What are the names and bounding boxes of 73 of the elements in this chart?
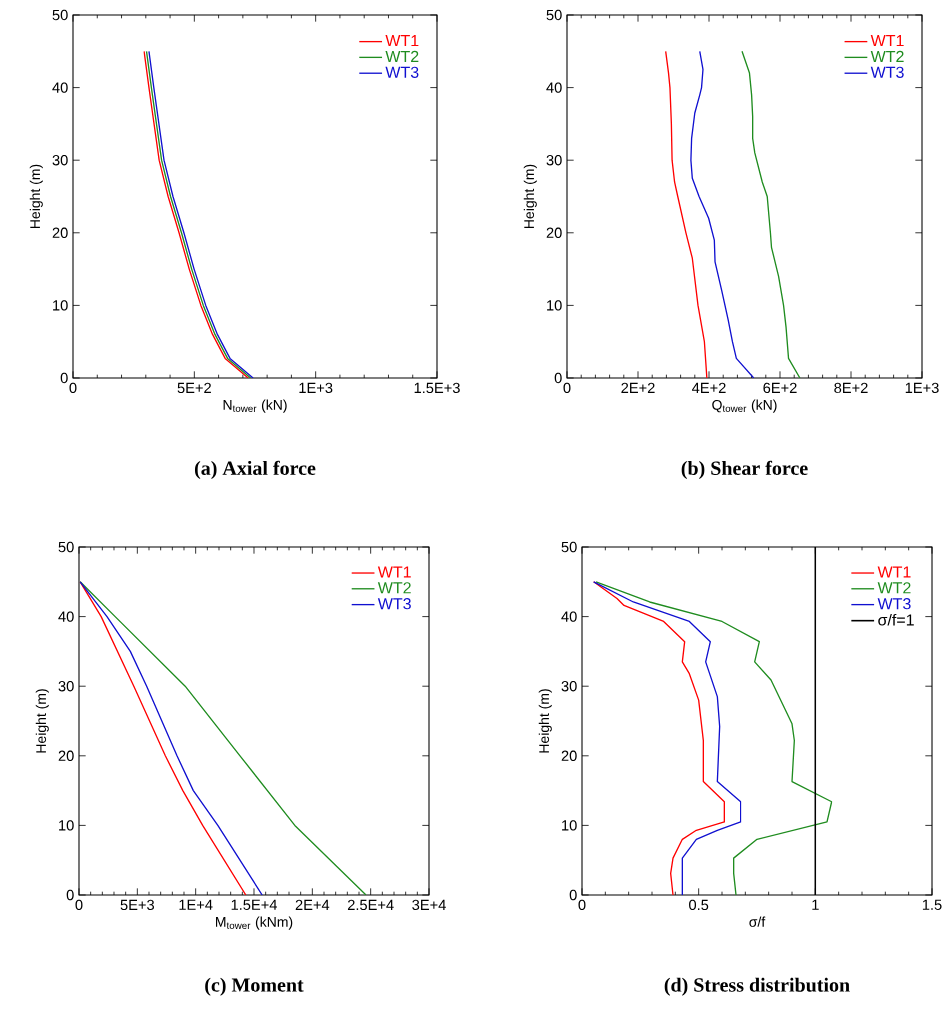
x-tick-label: 4E+2 bbox=[692, 382, 726, 393]
y-axis-title: Height (m) bbox=[29, 164, 43, 229]
y-tick-label: 0 bbox=[554, 372, 562, 384]
y-tick-label: 30 bbox=[58, 681, 74, 692]
y-tick-label: 50 bbox=[58, 541, 74, 553]
line-series bbox=[690, 50, 755, 378]
legend-label: WT1 bbox=[870, 35, 904, 47]
x-axis-title: M$_{tower}$ (kNm) bbox=[216, 916, 293, 930]
text: (b) Shear force bbox=[681, 460, 808, 480]
x-axis-title: N$_{tower}$ (kN) bbox=[223, 399, 287, 413]
legend-label: WT3 bbox=[377, 598, 411, 610]
line-series bbox=[79, 581, 367, 895]
x-tick-label: 2E+4 bbox=[295, 899, 330, 910]
legend-label: WT3 bbox=[870, 66, 904, 78]
y-axis-title: Height (m) bbox=[35, 689, 49, 753]
y-tick-label: 20 bbox=[546, 227, 562, 238]
x-tick-label: 0.5 bbox=[689, 899, 709, 911]
y-tick-label: 30 bbox=[52, 155, 68, 166]
legend-label: WT2 bbox=[870, 50, 904, 62]
y-tick-label: 0 bbox=[569, 889, 577, 901]
x-tick-label: 2.5E+4 bbox=[347, 899, 394, 911]
y-tick-label: 20 bbox=[58, 750, 74, 761]
x-tick-label: 5E+3 bbox=[120, 899, 155, 911]
x-tick-label: 2E+2 bbox=[621, 382, 655, 393]
legend-label: WT3 bbox=[877, 598, 911, 610]
legend-label: WT1 bbox=[377, 566, 411, 578]
x-tick-label: 0 bbox=[578, 899, 586, 911]
y-tick-label: 20 bbox=[52, 227, 68, 238]
legend-label: WT2 bbox=[377, 582, 411, 594]
x-tick-label: 6E+2 bbox=[763, 382, 797, 394]
x-tick-label: 1 bbox=[812, 899, 819, 910]
x-tick-label: 1.5 bbox=[922, 899, 942, 910]
y-tick-label: 50 bbox=[546, 9, 562, 21]
y-axis-title: Height (m) bbox=[523, 164, 537, 229]
ref-line-label: σ/f=1 bbox=[878, 613, 914, 626]
x-tick-label: 3E+4 bbox=[412, 899, 446, 911]
x-tick-label: 0 bbox=[75, 899, 83, 911]
y-tick-label: 10 bbox=[547, 300, 562, 311]
y-tick-label: 0 bbox=[60, 372, 68, 384]
text: (a) Axial force bbox=[194, 460, 316, 480]
text: (d) Stress distribution bbox=[664, 977, 850, 996]
x-axis-title: Q$_{tower}$ (kN) bbox=[712, 399, 777, 413]
x-tick-label: 1E+3 bbox=[905, 382, 939, 394]
y-tick-label: 40 bbox=[561, 611, 577, 622]
line-series bbox=[741, 50, 801, 378]
y-tick-label: 30 bbox=[561, 681, 577, 692]
y-tick-label: 40 bbox=[58, 611, 74, 622]
legend-label: WT1 bbox=[877, 566, 911, 578]
legend-label: WT3 bbox=[385, 66, 419, 78]
legend-label: WT2 bbox=[877, 582, 911, 594]
line-series bbox=[665, 50, 708, 378]
y-tick-label: 50 bbox=[52, 9, 68, 21]
x-axis-title: σ/f bbox=[749, 916, 766, 927]
x-tick-label: 5E+2 bbox=[177, 382, 211, 394]
text: (c) Moment bbox=[205, 977, 304, 996]
y-tick-label: 40 bbox=[52, 82, 68, 93]
line-series bbox=[595, 581, 833, 895]
y-tick-label: 10 bbox=[53, 300, 68, 311]
y-axis-title: Height (m) bbox=[538, 689, 552, 753]
y-tick-label: 30 bbox=[546, 155, 562, 166]
y-tick-label: 10 bbox=[562, 820, 577, 831]
legend-label: WT1 bbox=[385, 35, 419, 47]
x-tick-label: 1.5E+4 bbox=[231, 899, 278, 910]
x-tick-label: 1E+4 bbox=[179, 899, 213, 910]
y-tick-label: 0 bbox=[66, 889, 74, 901]
y-tick-label: 50 bbox=[561, 541, 577, 553]
x-tick-label: 8E+2 bbox=[834, 382, 868, 394]
legend-label: WT2 bbox=[385, 50, 419, 62]
x-tick-label: 1E+3 bbox=[299, 382, 333, 394]
y-tick-label: 20 bbox=[561, 750, 577, 761]
y-tick-label: 40 bbox=[546, 82, 562, 93]
y-tick-label: 10 bbox=[59, 820, 74, 831]
x-tick-label: 1.5E+3 bbox=[414, 382, 460, 394]
